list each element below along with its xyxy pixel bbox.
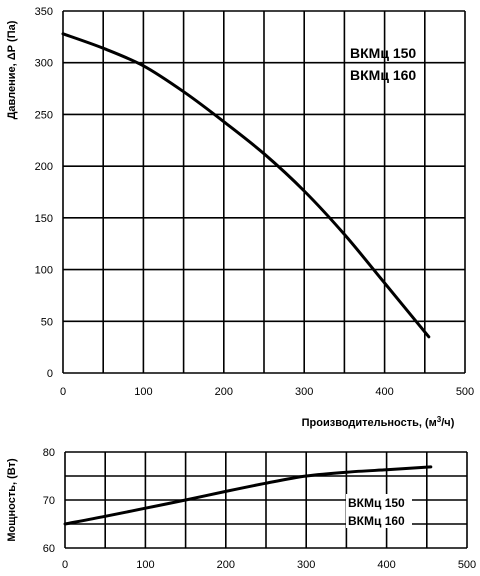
- pressure-x-tick-label: 300: [295, 386, 313, 398]
- pressure-y-tick-label: 0: [47, 368, 53, 380]
- power-y-tick-label: 80: [43, 447, 55, 459]
- pressure-y-ticks: 0 50 100 150 200 250 300 350: [35, 6, 53, 380]
- pressure-model-label-2: ВКМц 160: [350, 67, 416, 83]
- power-y-tick-label: 70: [43, 495, 55, 507]
- pressure-x-tick-label: 400: [375, 386, 393, 398]
- power-grid: [64, 451, 468, 549]
- power-y-ticks: 60 70 80: [43, 447, 55, 555]
- pressure-y-tick-label: 350: [35, 6, 53, 18]
- pressure-y-tick-label: 100: [35, 265, 53, 277]
- pressure-y-tick-label: 250: [35, 109, 53, 121]
- power-x-ticks: 0 100 200 300 400 500: [62, 559, 476, 571]
- pressure-x-tick-label: 500: [456, 386, 474, 398]
- power-model-label-1: ВКМц 150: [348, 496, 405, 510]
- pressure-y-tick-label: 150: [35, 213, 53, 225]
- power-x-tick-label: 500: [458, 559, 476, 571]
- pressure-x-axis-label: Производительность, (м3/ч): [302, 415, 455, 429]
- power-x-tick-label: 100: [136, 559, 154, 571]
- pressure-grid: [62, 10, 466, 374]
- pressure-y-tick-label: 300: [35, 58, 53, 70]
- pressure-y-axis-label: Давление, ΔР (Па): [6, 20, 18, 119]
- power-x-tick-label: 300: [297, 559, 315, 571]
- pressure-chart: 0 100 200 300 400 500 0 50 100 150 200 250 300 350 В…: [6, 6, 474, 429]
- power-y-axis-label: Мощность, (Вт): [6, 458, 18, 542]
- pressure-x-tick-label: 0: [60, 386, 66, 398]
- pressure-y-tick-label: 200: [35, 161, 53, 173]
- power-chart: 0 100 200 300 400 500 60 70 80 ВКМц 150 ВКМц 16…: [6, 447, 476, 571]
- power-x-tick-label: 400: [377, 559, 395, 571]
- power-y-tick-label: 60: [43, 543, 55, 555]
- pressure-x-ticks: 0 100 200 300 400 500: [60, 386, 474, 398]
- power-curve: [63, 465, 433, 526]
- pressure-y-tick-label: 50: [41, 316, 53, 328]
- pressure-x-tick-label: 200: [215, 386, 233, 398]
- power-x-tick-label: 0: [62, 559, 68, 571]
- pressure-x-tick-label: 100: [134, 386, 152, 398]
- power-x-tick-label: 200: [217, 559, 235, 571]
- pressure-curve: [61, 32, 431, 339]
- power-label-background: [346, 494, 412, 528]
- power-model-label-2: ВКМц 160: [348, 514, 405, 528]
- pressure-model-label-1: ВКМц 150: [350, 45, 416, 61]
